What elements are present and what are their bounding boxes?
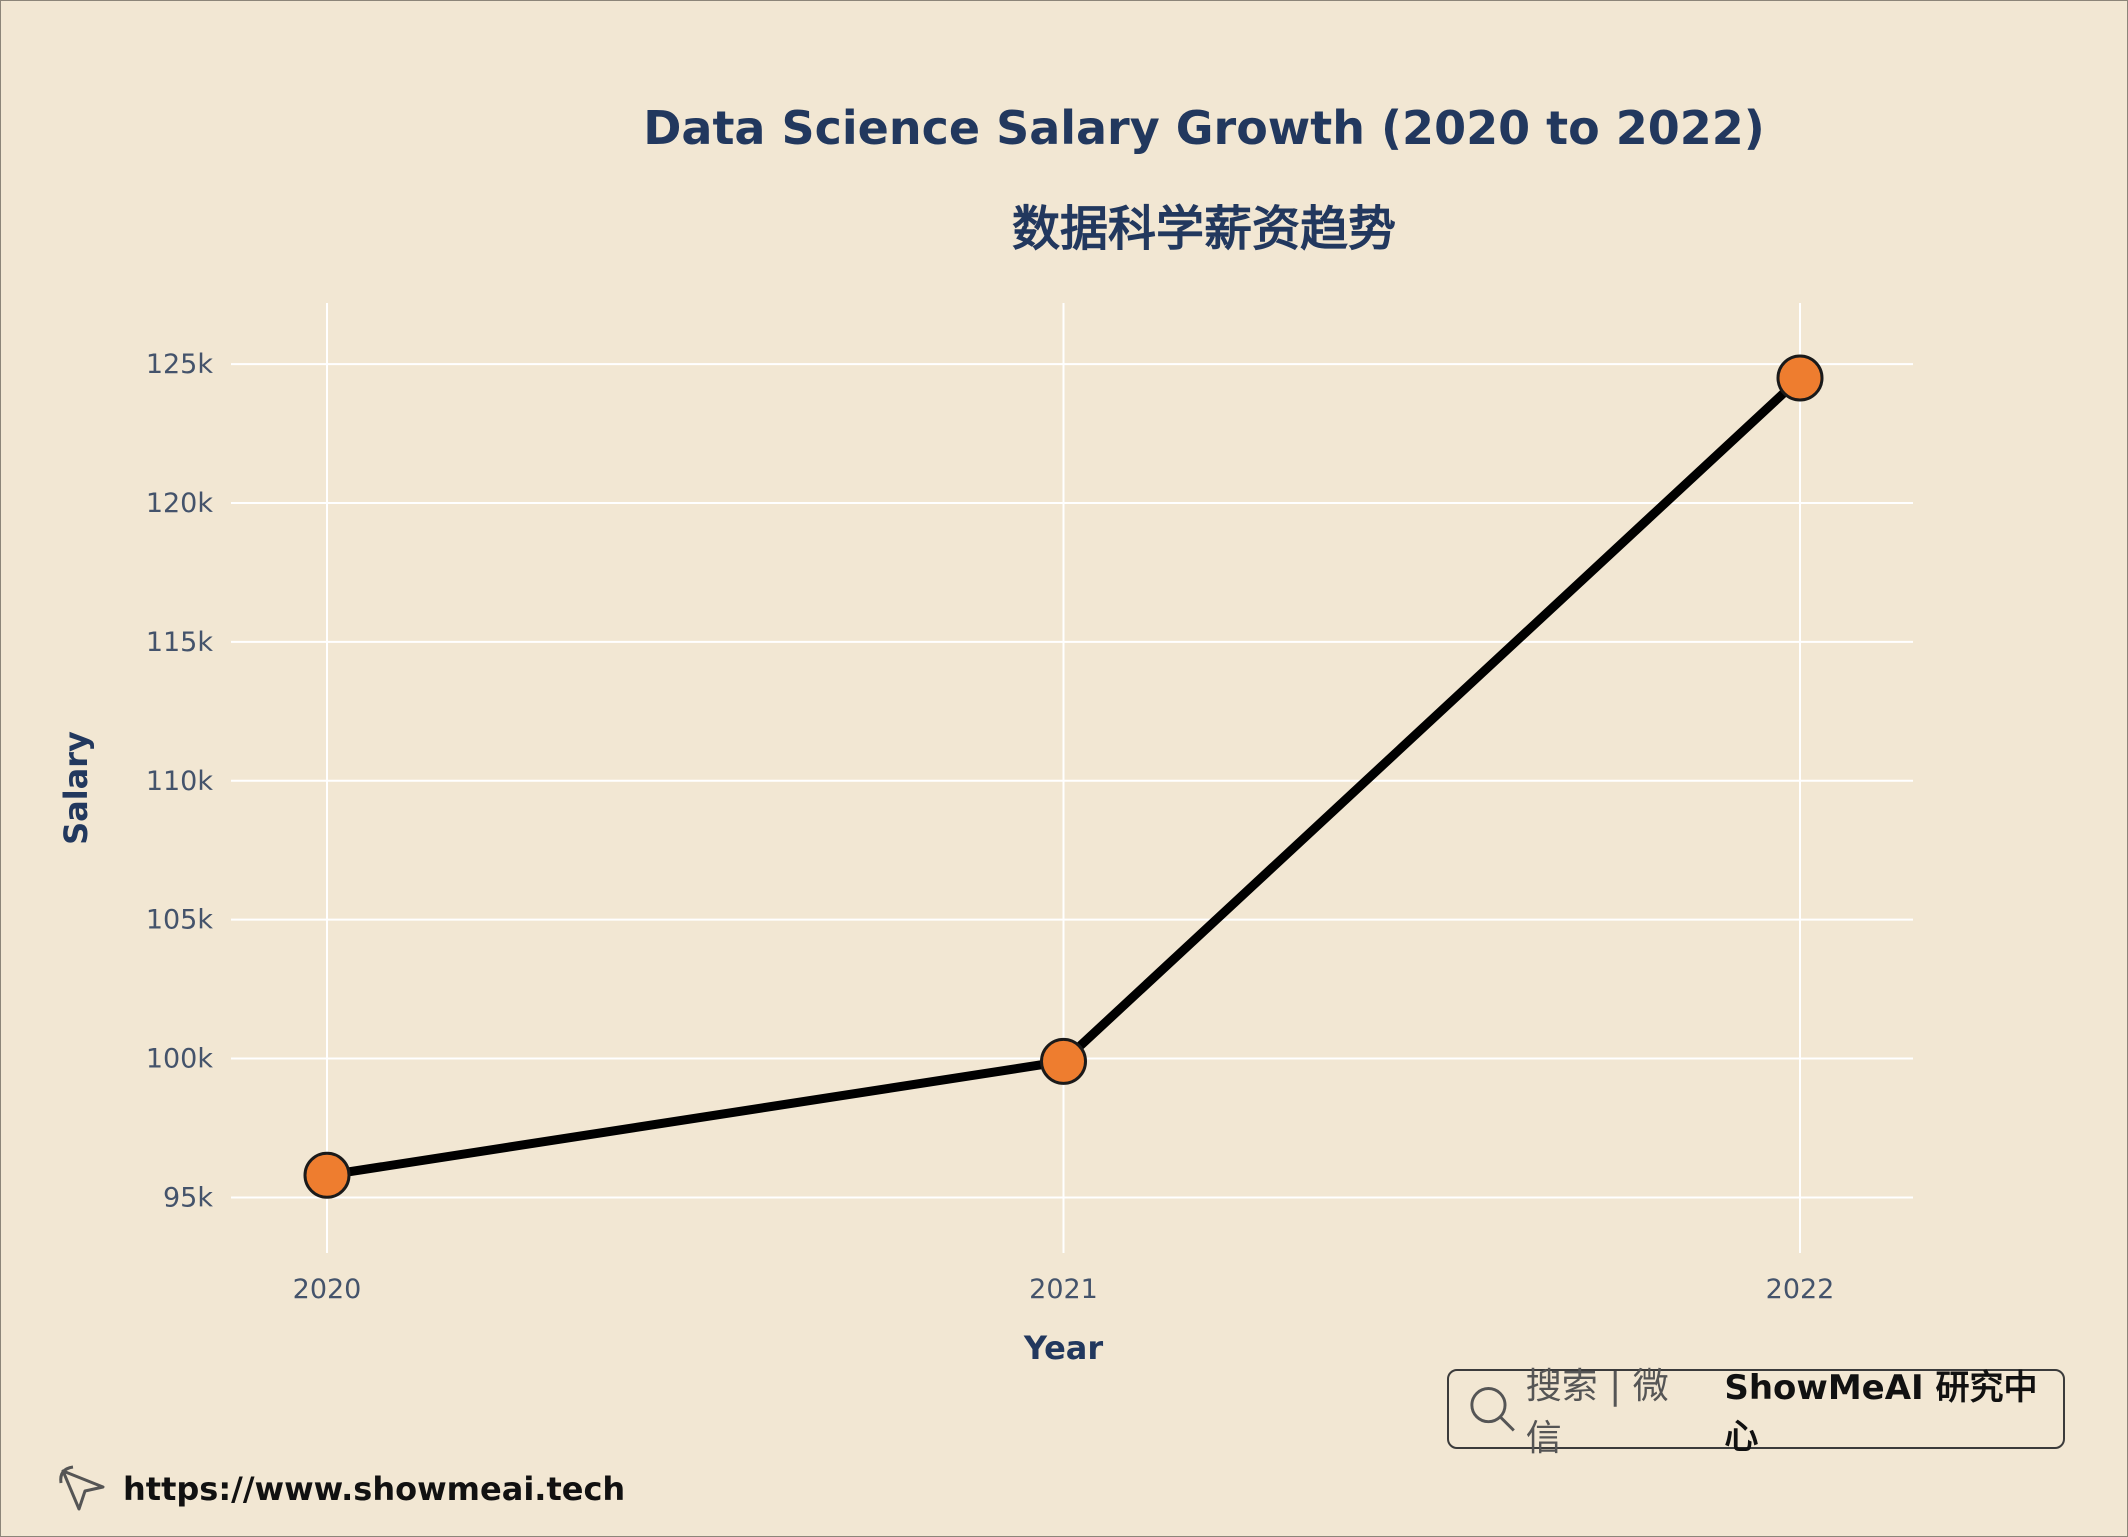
y-tick-label: 125k (146, 349, 214, 380)
footer-url[interactable]: https://www.showmeai.tech (123, 1470, 626, 1508)
data-point[interactable] (1040, 1037, 1087, 1085)
y-tick-label: 100k (146, 1044, 214, 1075)
grid-layer (231, 303, 1913, 1253)
badge-search-label: 搜索 | 微信 (1525, 1366, 1669, 1459)
y-tick-label: 95k (163, 1182, 213, 1213)
x-axis-label: Year (1023, 1329, 1104, 1367)
x-tick-label: 2021 (1029, 1274, 1098, 1305)
y-tick-label: 105k (146, 905, 214, 936)
y-axis-label: Salary (57, 731, 95, 845)
y-tick-label: 115k (146, 627, 214, 658)
y-tick-label: 110k (146, 766, 214, 797)
search-badge: 搜索 | 微信 ShowMeAI 研究中心 (1447, 1366, 2065, 1459)
search-icon (1470, 1387, 1515, 1432)
tick-layer: 95k 100k 105k 110k 115k 120k 125k 2020 2021 2022 (146, 349, 1835, 1305)
chart-subtitle: 数据科学薪资趋势 (1011, 201, 1396, 257)
badge-brand-label: ShowMeAI 研究中心 (1724, 1368, 2038, 1457)
chart-title: Data Science Salary Growth (2020 to 2022… (643, 101, 1765, 155)
footer: https://www.showmeai.tech (57, 1461, 625, 1517)
x-tick-label: 2022 (1766, 1274, 1835, 1305)
series-layer (303, 354, 1824, 1199)
cursor-arrow-icon (59, 1465, 105, 1511)
data-point[interactable] (303, 1151, 351, 1199)
data-point[interactable] (1776, 354, 1824, 402)
y-tick-label: 120k (146, 488, 214, 519)
x-tick-label: 2020 (293, 1274, 362, 1305)
